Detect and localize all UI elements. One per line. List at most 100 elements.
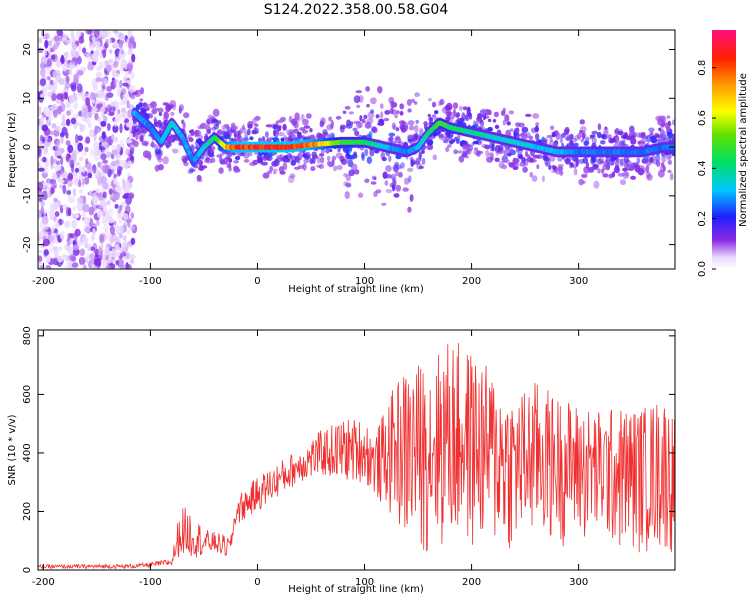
heatmap-halo-cell bbox=[371, 126, 378, 133]
heatmap-halo-cell bbox=[345, 157, 349, 164]
heatmap-noise-cell bbox=[105, 232, 111, 242]
heatmap-halo-cell bbox=[611, 172, 616, 178]
heatmap-halo-cell bbox=[551, 170, 558, 173]
heatmap-noise-cell bbox=[109, 234, 114, 244]
heatmap-noise-cell bbox=[49, 202, 55, 212]
heatmap-halo-cell bbox=[243, 151, 250, 159]
heatmap-halo-cell bbox=[427, 113, 431, 118]
heatmap-noise-cell bbox=[40, 67, 46, 78]
heatmap-noise-cell bbox=[61, 126, 68, 136]
heatmap-halo-cell bbox=[414, 124, 419, 133]
heatmap-halo-cell bbox=[297, 152, 303, 161]
heatmap-noise-cell bbox=[115, 103, 119, 112]
heatmap-halo-cell bbox=[613, 129, 619, 134]
heatmap-halo-cell bbox=[394, 114, 398, 119]
heatmap-halo-cell bbox=[350, 155, 355, 160]
heatmap-halo-cell bbox=[500, 110, 506, 116]
heatmap-noise-cell bbox=[110, 101, 116, 108]
heatmap-halo-cell bbox=[552, 142, 558, 147]
heatmap-noise-cell bbox=[91, 195, 99, 206]
heatmap-noise-cell bbox=[43, 144, 49, 154]
heatmap-halo-cell bbox=[671, 133, 675, 140]
heatmap-noise-cell bbox=[71, 84, 77, 92]
heatmap-halo-cell bbox=[462, 143, 467, 150]
heatmap-halo-cell bbox=[618, 140, 624, 147]
heatmap-halo-cell bbox=[294, 112, 300, 121]
heatmap-noise-cell bbox=[120, 58, 128, 69]
heatmap-halo-cell bbox=[504, 117, 510, 123]
heatmap-noise-cell bbox=[125, 139, 133, 144]
heatmap-halo-cell bbox=[272, 168, 278, 172]
heatmap-noise-cell bbox=[38, 37, 43, 43]
heatmap-halo-cell bbox=[559, 170, 564, 176]
heatmap-halo-cell bbox=[541, 136, 546, 143]
heatmap-noise-cell bbox=[129, 258, 135, 264]
heatmap-halo-cell bbox=[657, 118, 665, 126]
heatmap-halo-cell bbox=[619, 179, 627, 186]
heatmap-halo-cell bbox=[620, 134, 628, 140]
heatmap-noise-cell bbox=[38, 106, 42, 116]
heatmap-noise-cell bbox=[51, 93, 57, 102]
colorbar-gradient bbox=[712, 30, 736, 269]
heatmap-halo-cell bbox=[303, 125, 311, 129]
heatmap-halo-cell bbox=[354, 130, 360, 136]
heatmap-halo-cell bbox=[257, 137, 263, 143]
heatmap-halo-cell bbox=[385, 165, 392, 172]
heatmap-halo-cell bbox=[144, 142, 148, 147]
heatmap-halo-cell bbox=[273, 130, 279, 138]
heatmap-noise-cell bbox=[85, 97, 91, 106]
heatmap-noise-cell bbox=[94, 258, 102, 267]
heatmap-halo-cell bbox=[399, 124, 405, 130]
heatmap-noise-cell bbox=[116, 143, 121, 153]
heatmap-noise-cell bbox=[98, 61, 104, 69]
heatmap-noise-cell bbox=[119, 123, 123, 134]
heatmap-noise-cell bbox=[64, 265, 72, 269]
heatmap-halo-cell bbox=[365, 86, 370, 92]
heatmap-halo-cell bbox=[578, 178, 585, 186]
heatmap-noise-cell bbox=[73, 113, 79, 120]
heatmap-noise-cell bbox=[38, 249, 44, 254]
heatmap-noise-cell bbox=[101, 112, 105, 119]
heatmap-halo-cell bbox=[452, 102, 459, 109]
heatmap-halo-cell bbox=[319, 156, 325, 164]
heatmap-noise-cell bbox=[100, 106, 105, 114]
heatmap-halo-cell bbox=[400, 162, 405, 169]
heatmap-noise-cell bbox=[52, 80, 59, 85]
heatmap-noise-cell bbox=[126, 63, 132, 70]
heatmap-halo-cell bbox=[352, 127, 358, 132]
heatmap-noise-cell bbox=[43, 249, 49, 256]
heatmap-noise-cell bbox=[107, 111, 115, 117]
heatmap-halo-cell bbox=[154, 148, 162, 155]
heatmap-halo-cell bbox=[138, 101, 143, 107]
heatmap-halo-cell bbox=[351, 163, 358, 172]
heatmap-halo-cell bbox=[449, 140, 454, 145]
heatmap-halo-cell bbox=[508, 162, 516, 168]
heatmap-noise-cell bbox=[127, 30, 132, 39]
heatmap-halo-cell bbox=[366, 103, 370, 108]
heatmap-noise-cell bbox=[39, 264, 44, 269]
heatmap-noise-cell bbox=[47, 248, 54, 254]
heatmap-noise-cell bbox=[113, 177, 117, 185]
heatmap-halo-cell bbox=[190, 129, 195, 137]
heatmap-halo-cell bbox=[305, 113, 312, 119]
heatmap-noise-cell bbox=[113, 73, 121, 78]
heatmap-halo-cell bbox=[254, 115, 261, 121]
heatmap-halo-cell bbox=[329, 132, 335, 138]
heatmap-noise-cell bbox=[129, 37, 134, 45]
heatmap-noise-cell bbox=[125, 148, 131, 156]
heatmap-halo-cell bbox=[145, 151, 152, 158]
heatmap-halo-cell bbox=[427, 97, 432, 102]
heatmap-noise-cell bbox=[47, 50, 52, 58]
heatmap-halo-cell bbox=[297, 131, 302, 136]
heatmap-halo-cell bbox=[546, 134, 553, 139]
heatmap-halo-cell bbox=[132, 91, 138, 95]
heatmap-halo-cell bbox=[662, 165, 666, 172]
heatmap-halo-cell bbox=[140, 87, 145, 95]
heatmap-halo-cell bbox=[364, 148, 369, 157]
heatmap-halo-cell bbox=[395, 110, 400, 115]
heatmap-halo-cell bbox=[370, 109, 375, 114]
heatmap-halo-cell bbox=[509, 128, 514, 132]
heatmap-halo-cell bbox=[266, 153, 274, 157]
colorbar-tick-label: 0.6 bbox=[697, 110, 708, 126]
heatmap-noise-cell bbox=[127, 160, 132, 167]
